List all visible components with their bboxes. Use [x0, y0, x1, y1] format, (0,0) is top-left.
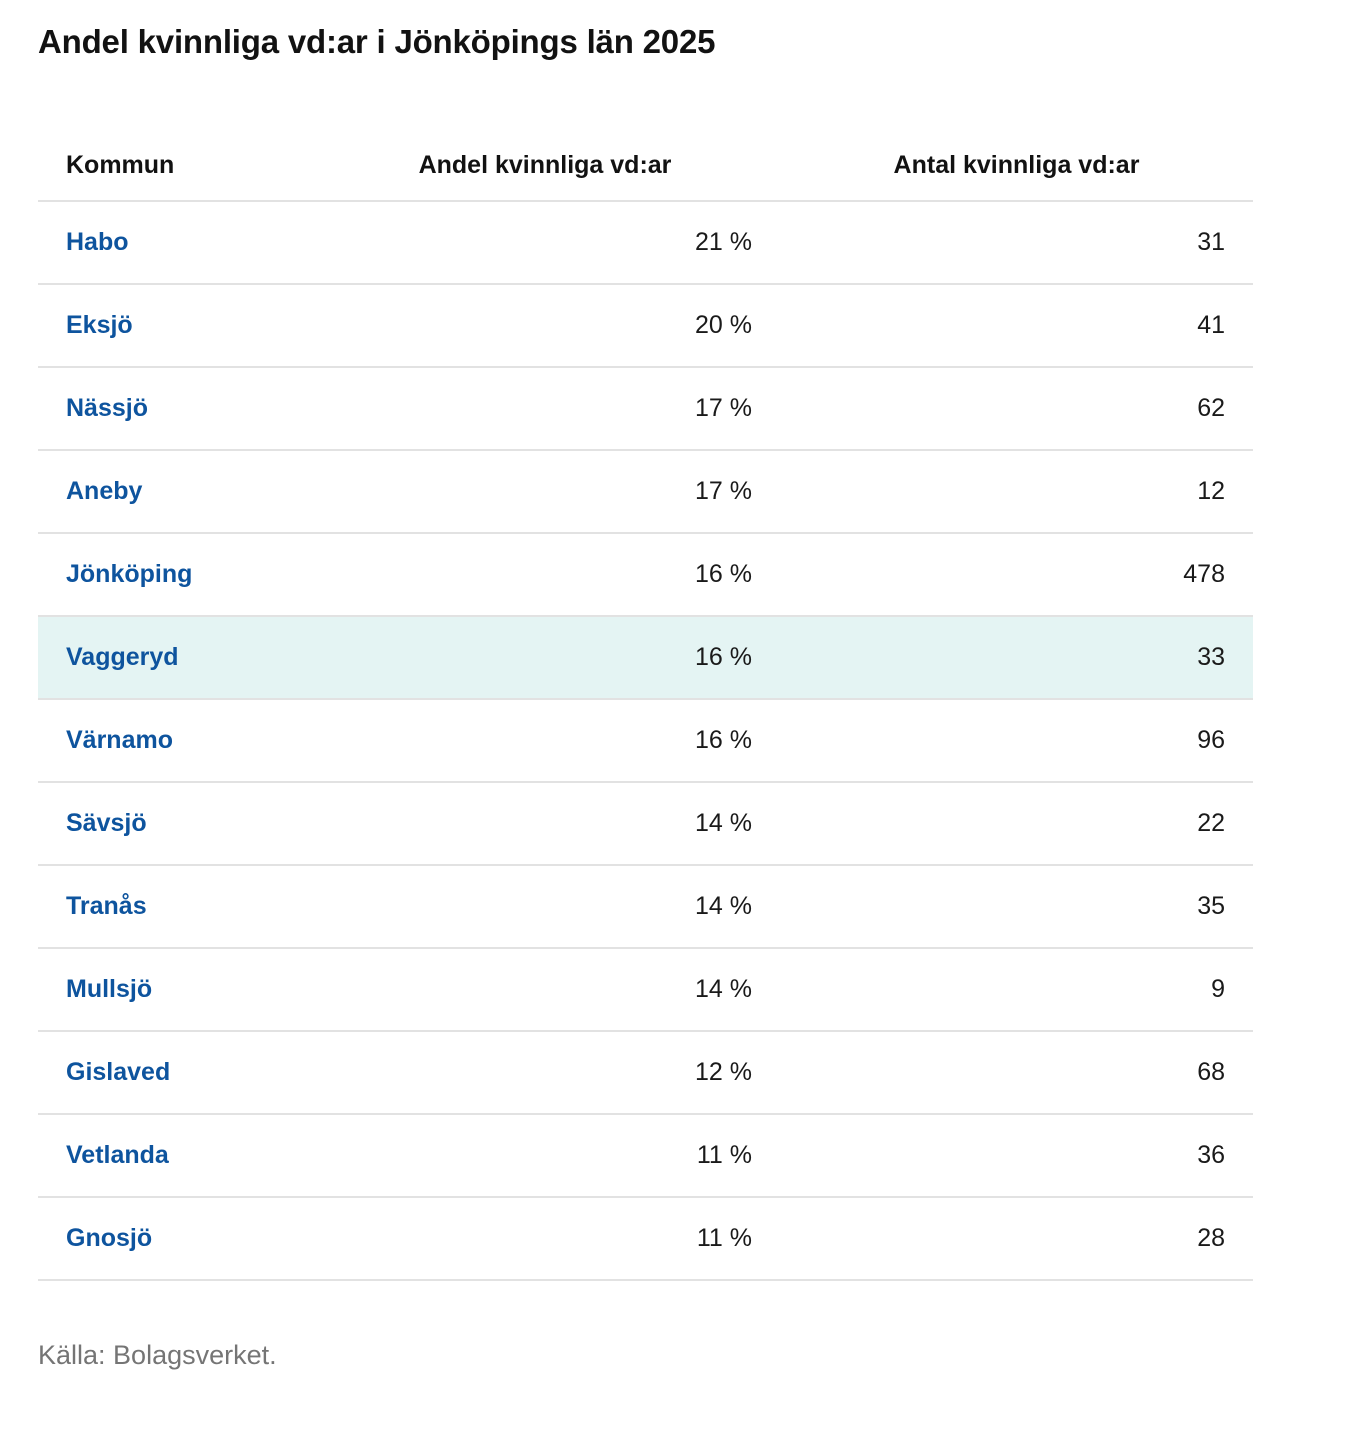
antal-value: 31: [780, 201, 1253, 285]
table-row: Mullsjö 14 % 9: [38, 948, 1253, 1032]
andel-value: 12 %: [310, 1031, 780, 1115]
table-row: Jönköping 16 % 478: [38, 533, 1253, 617]
table-body: Habo 21 % 31 Eksjö 20 % 41 Nässjö 17 % 6…: [38, 201, 1253, 1281]
table-row: Gnosjö 11 % 28: [38, 1197, 1253, 1281]
table-row: Gislaved 12 % 68: [38, 1031, 1253, 1115]
andel-value: 16 %: [310, 533, 780, 617]
page-title: Andel kvinnliga vd:ar i Jönköpings län 2…: [38, 23, 716, 60]
table-row: Habo 21 % 31: [38, 201, 1253, 285]
kommun-link[interactable]: Vaggeryd: [66, 643, 179, 671]
antal-value: 68: [780, 1031, 1253, 1115]
table-header: Kommun Andel kvinnliga vd:ar Antal kvinn…: [38, 130, 1253, 202]
antal-value: 478: [780, 533, 1253, 617]
table-row: Eksjö 20 % 41: [38, 284, 1253, 368]
andel-value: 14 %: [310, 865, 780, 949]
antal-value: 12: [780, 450, 1253, 534]
antal-value: 33: [780, 616, 1253, 700]
kommun-link[interactable]: Gnosjö: [66, 1224, 153, 1252]
andel-value: 11 %: [310, 1114, 780, 1198]
table-row: Tranås 14 % 35: [38, 865, 1253, 949]
kommun-link[interactable]: Vetlanda: [66, 1141, 169, 1169]
kommun-link[interactable]: Eksjö: [66, 311, 133, 339]
column-header-antal: Antal kvinnliga vd:ar: [780, 130, 1253, 202]
table-row: Värnamo 16 % 96: [38, 699, 1253, 783]
andel-value: 11 %: [310, 1197, 780, 1281]
kommun-link[interactable]: Gislaved: [66, 1058, 171, 1086]
antal-value: 96: [780, 699, 1253, 783]
andel-value: 20 %: [310, 284, 780, 368]
kommun-link[interactable]: Aneby: [66, 477, 143, 505]
kommun-link[interactable]: Sävsjö: [66, 809, 147, 837]
andel-value: 16 %: [310, 616, 780, 700]
antal-value: 9: [780, 948, 1253, 1032]
antal-value: 36: [780, 1114, 1253, 1198]
kommun-link[interactable]: Habo: [66, 228, 129, 256]
column-header-andel: Andel kvinnliga vd:ar: [310, 130, 780, 202]
kommun-link[interactable]: Värnamo: [66, 726, 173, 754]
andel-value: 14 %: [310, 782, 780, 866]
source-caption: Källa: Bolagsverket.: [38, 1340, 277, 1370]
andel-value: 14 %: [310, 948, 780, 1032]
table-row: Nässjö 17 % 62: [38, 367, 1253, 451]
table-row: Sävsjö 14 % 22: [38, 782, 1253, 866]
andel-value: 17 %: [310, 367, 780, 451]
header-row: Kommun Andel kvinnliga vd:ar Antal kvinn…: [38, 130, 1253, 202]
kommun-link[interactable]: Tranås: [66, 892, 147, 920]
antal-value: 35: [780, 865, 1253, 949]
kommun-link[interactable]: Mullsjö: [66, 975, 153, 1003]
andel-value: 21 %: [310, 201, 780, 285]
antal-value: 62: [780, 367, 1253, 451]
table-row: Vaggeryd 16 % 33: [38, 616, 1253, 700]
antal-value: 41: [780, 284, 1253, 368]
andel-value: 16 %: [310, 699, 780, 783]
column-header-kommun: Kommun: [38, 130, 310, 202]
antal-value: 28: [780, 1197, 1253, 1281]
antal-value: 22: [780, 782, 1253, 866]
stats-table: Kommun Andel kvinnliga vd:ar Antal kvinn…: [38, 130, 1253, 1281]
kommun-link[interactable]: Jönköping: [66, 560, 193, 588]
andel-value: 17 %: [310, 450, 780, 534]
kommun-link[interactable]: Nässjö: [66, 394, 148, 422]
table-row: Aneby 17 % 12: [38, 450, 1253, 534]
table-row: Vetlanda 11 % 36: [38, 1114, 1253, 1198]
